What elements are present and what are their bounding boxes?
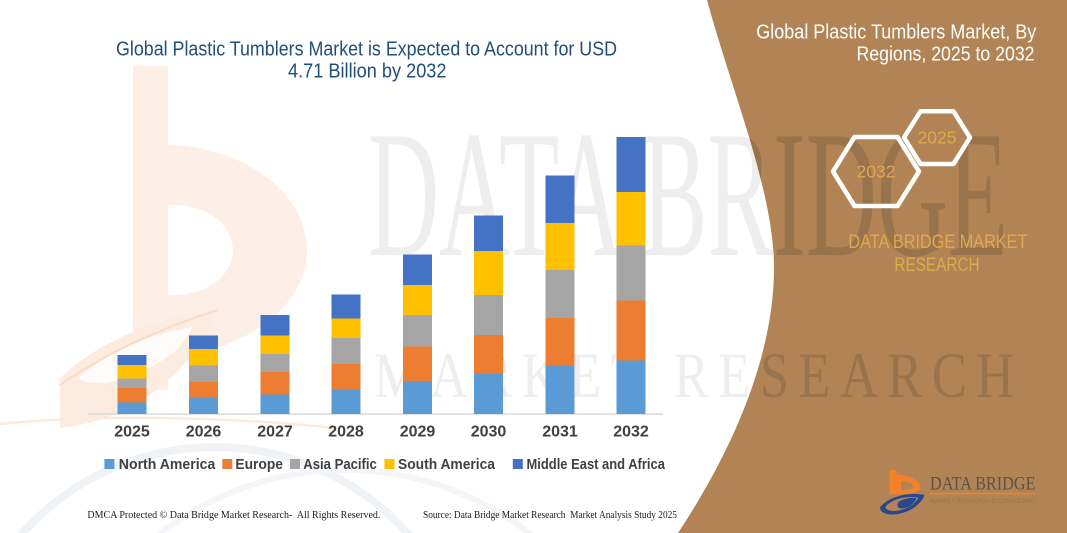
- svg-text:Regions, 2025 to 2032: Regions, 2025 to 2032: [857, 43, 1035, 66]
- svg-text:4.71 Billion by 2032: 4.71 Billion by 2032: [288, 60, 447, 83]
- svg-text:2029: 2029: [400, 424, 436, 441]
- svg-text:Middle East and Africa: Middle East and Africa: [527, 456, 666, 473]
- svg-text:Asia Pacific: Asia Pacific: [303, 456, 377, 473]
- svg-text:Europe: Europe: [235, 456, 283, 473]
- svg-text:North America: North America: [119, 456, 216, 473]
- svg-text:2031: 2031: [542, 424, 578, 441]
- svg-text:2027: 2027: [257, 424, 293, 441]
- svg-text:DMCA Protected © Data Bridge M: DMCA Protected © Data Bridge Market Rese…: [87, 510, 380, 521]
- svg-text:2025: 2025: [114, 424, 150, 441]
- svg-text:2032: 2032: [613, 424, 649, 441]
- svg-text:Source: Data Bridge Market Res: Source: Data Bridge Market Research Mark…: [423, 510, 677, 521]
- svg-text:DATA BRIDGE MARKET: DATA BRIDGE MARKET: [848, 232, 1027, 253]
- svg-text:2028: 2028: [328, 424, 364, 441]
- svg-text:DATA BRIDGE: DATA BRIDGE: [930, 474, 1036, 495]
- svg-text:South America: South America: [398, 456, 496, 473]
- svg-text:2032: 2032: [857, 162, 896, 182]
- svg-text:2025: 2025: [918, 128, 957, 148]
- svg-text:Global Plastic Tumblers Market: Global Plastic Tumblers Market, By: [756, 21, 1037, 44]
- svg-text:2026: 2026: [186, 424, 222, 441]
- svg-text:2030: 2030: [471, 424, 507, 441]
- svg-text:RESEARCH: RESEARCH: [894, 255, 979, 276]
- svg-text:Global Plastic Tumblers Market: Global Plastic Tumblers Market is Expect…: [116, 38, 617, 61]
- svg-text:MARKET RESEARCH & CONSULTING: MARKET RESEARCH & CONSULTING: [930, 498, 1036, 505]
